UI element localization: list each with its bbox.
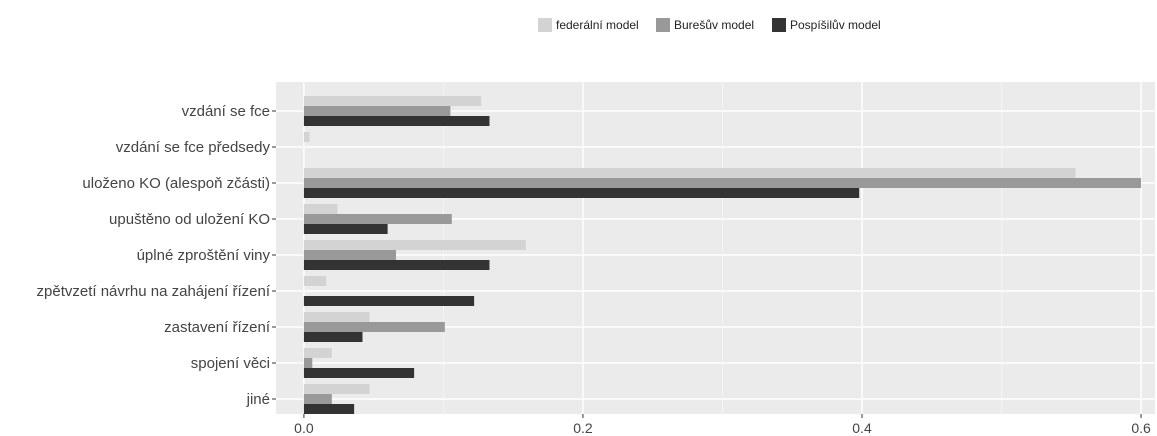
bar — [303, 132, 310, 142]
bar — [303, 332, 363, 342]
legend: federální model Burešův model Pospíšilův m… — [538, 18, 881, 32]
bar — [303, 116, 490, 126]
y-tick-label: vzdání se fce — [182, 103, 270, 120]
bar — [303, 348, 332, 358]
bar — [303, 394, 332, 404]
y-tick-label: vzdání se fce předsedy — [116, 139, 271, 156]
y-tick-label: uloženo KO (alespoň zčásti) — [82, 175, 270, 192]
bar — [303, 260, 490, 270]
bar — [303, 178, 1142, 188]
bar — [303, 296, 475, 306]
legend-swatch — [772, 18, 786, 32]
y-tick-label: úplné zproštění viny — [137, 247, 271, 264]
bar — [303, 384, 370, 394]
y-tick-label: upuštěno od uložení KO — [109, 211, 270, 228]
bar — [303, 322, 445, 332]
y-axis: vzdání se fce vzdání se fce předsedy ulože… — [37, 103, 276, 408]
bar — [303, 188, 860, 198]
x-tick-label: 0.4 — [852, 420, 872, 436]
bar — [303, 250, 396, 260]
x-tick-label: 0.2 — [573, 420, 593, 436]
bar — [303, 240, 526, 250]
bar — [303, 404, 355, 414]
y-tick-label: spojení věci — [191, 355, 270, 372]
y-tick-label: jiné — [246, 391, 270, 408]
bar — [303, 358, 313, 368]
bar — [303, 368, 415, 378]
x-tick-label: 0.6 — [1131, 420, 1151, 436]
bar — [303, 106, 451, 116]
y-tick-label: zastavení řízení — [164, 319, 271, 336]
legend-label: federální model — [556, 18, 639, 32]
x-tick-label: 0.0 — [294, 420, 314, 436]
bar — [303, 276, 327, 286]
bar — [303, 168, 1076, 178]
y-tick-label: zpětvzetí návrhu na zahájení řízení — [37, 283, 271, 300]
bar — [303, 204, 338, 214]
bars — [303, 96, 1142, 414]
bar — [303, 312, 370, 322]
legend-swatch — [538, 18, 552, 32]
bar — [303, 224, 388, 234]
x-axis: 0.0 0.2 0.4 0.6 — [294, 414, 1151, 436]
bar — [303, 214, 452, 224]
legend-swatch — [656, 18, 670, 32]
legend-label: Burešův model — [674, 18, 754, 32]
legend-label: Pospíšilův model — [790, 18, 881, 32]
bar — [303, 96, 482, 106]
